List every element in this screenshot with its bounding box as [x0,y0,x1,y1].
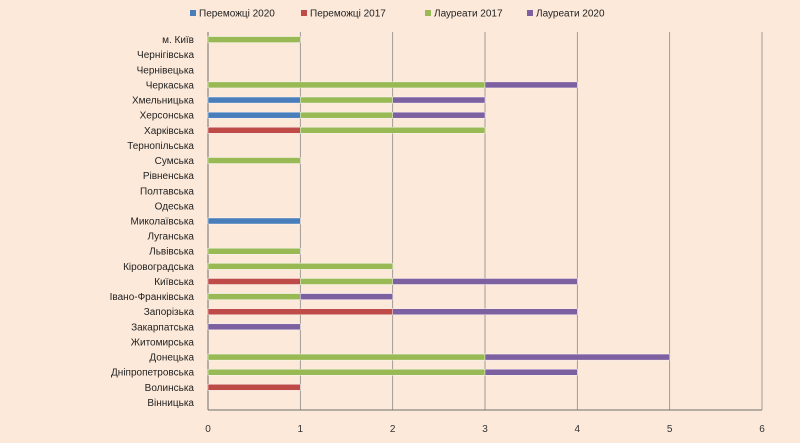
category-label-14: Львівська [149,247,194,258]
bar-6-series-1 [207,127,301,134]
category-label-18: Запорізька [144,307,195,318]
bar-3-series-3 [484,81,578,89]
bars [207,36,670,391]
bar-5-series-0 [207,111,301,119]
bar-16-series-3 [392,278,578,285]
category-label-2: Чернівецька [137,65,195,76]
x-tick-label-6: 6 [759,424,765,435]
legend-swatch-0 [190,10,196,16]
legend-label-3: Лауреати 2020 [536,9,605,20]
category-label-5: Херсонська [140,111,195,122]
bar-4-series-0 [207,96,301,104]
category-label-22: Дніпропетровська [111,368,194,379]
category-label-21: Донецька [149,353,194,364]
bar-23-series-1 [207,384,301,391]
category-label-20: Житомирська [131,337,195,348]
bar-3-series-2 [207,81,486,89]
legend-swatch-1 [301,10,307,16]
x-tick-label-5: 5 [667,424,673,435]
bar-14-series-2 [207,248,301,255]
category-labels: м. Київ Чернігівська Чернівецька Черкаська Х… [110,35,195,409]
x-tick-label-0: 0 [205,424,211,435]
bar-12-series-0 [207,217,301,225]
bar-18-series-3 [392,308,578,315]
bar-21-series-2 [207,353,486,361]
legend-label-1: Переможці 2017 [310,9,386,20]
bar-17-series-2 [207,293,301,300]
bar-15-series-2 [207,263,393,270]
category-label-23: Волинська [145,383,195,394]
category-label-11: Одеська [155,201,195,212]
bar-8-series-2 [207,157,301,164]
category-label-6: Харківська [144,126,194,137]
bar-5-series-2 [300,111,393,119]
bar-18-series-1 [207,308,393,315]
bar-6-series-2 [300,127,486,134]
legend: Переможці 2020 Переможці 2017 Лауреати 201… [190,9,605,20]
category-label-15: Кіровоградська [123,262,194,273]
bar-21-series-3 [484,353,670,361]
category-label-4: Хмельницька [132,96,194,107]
bar-0-series-2 [207,36,301,43]
bar-5-series-3 [392,111,486,119]
category-label-24: Вінницька [147,398,194,409]
category-label-19: Закарпатська [131,322,194,333]
category-label-7: Тернопільська [127,141,194,152]
category-label-13: Луганська [147,232,194,243]
bar-4-series-3 [392,96,486,104]
bar-17-series-3 [300,293,393,300]
category-label-9: Рівненська [143,171,195,182]
category-label-0: м. Київ [162,35,194,46]
legend-swatch-3 [527,10,533,16]
bar-4-series-2 [300,96,393,104]
bar-22-series-2 [207,369,486,376]
bar-22-series-3 [484,369,578,376]
x-tick-label-2: 2 [390,424,396,435]
gridlines [299,32,763,410]
x-tick-label-1: 1 [298,424,304,435]
category-label-16: Київська [154,277,194,288]
category-label-17: Івано-Франківська [110,292,195,303]
x-tick-label-4: 4 [575,424,581,435]
x-tick-label-3: 3 [482,424,488,435]
category-label-12: Миколаївська [131,217,195,228]
category-label-10: Полтавська [140,186,194,197]
legend-label-0: Переможці 2020 [199,9,275,20]
category-label-1: Чернігівська [137,50,194,61]
legend-swatch-2 [425,10,431,16]
category-label-3: Черкаська [146,80,195,91]
category-label-8: Сумська [155,156,195,167]
bar-19-series-3 [207,323,301,331]
bar-16-series-2 [300,278,393,285]
x-tick-labels: 0 1 2 3 4 5 6 [205,424,765,435]
legend-label-2: Лауреати 2017 [434,9,503,20]
bar-16-series-1 [207,278,301,285]
